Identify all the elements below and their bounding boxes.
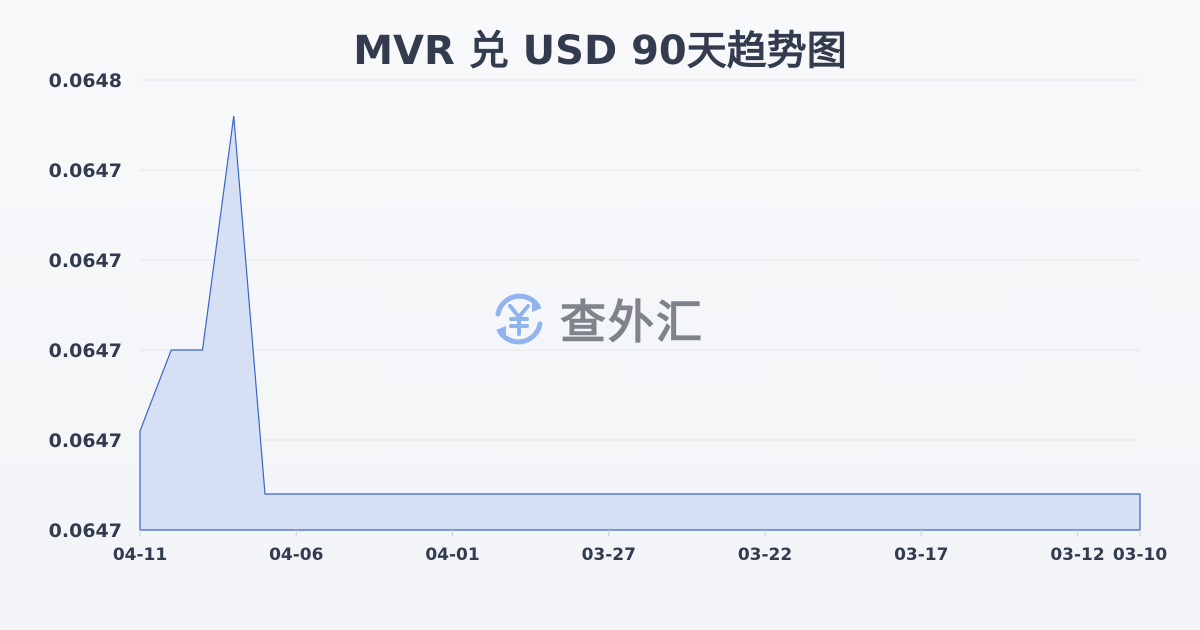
y-tick-label: 0.0648 [49,70,122,92]
x-tick-label: 03-12 [1050,545,1104,565]
x-tick-label: 03-27 [582,545,636,565]
y-tick-label: 0.0647 [49,160,122,182]
x-tick-label: 04-06 [269,545,323,565]
area-series [139,115,1141,531]
y-tick-label: 0.0647 [49,520,122,542]
x-tick-label: 03-22 [738,545,792,565]
watermark: 查外汇 [488,286,704,352]
x-tick-label: 04-11 [113,545,167,565]
x-tick-label: 03-17 [894,545,948,565]
y-tick-label: 0.0647 [49,340,122,362]
watermark-text: 查外汇 [560,295,704,349]
x-tick-label: 04-01 [425,545,479,565]
chart-title: MVR 兑 USD 90天趋势图 [353,28,847,74]
y-tick-label: 0.0647 [49,430,122,452]
x-tick-label: 03-10 [1113,545,1168,565]
yen-exchange-icon [495,293,543,345]
y-tick-label: 0.0647 [49,250,122,272]
